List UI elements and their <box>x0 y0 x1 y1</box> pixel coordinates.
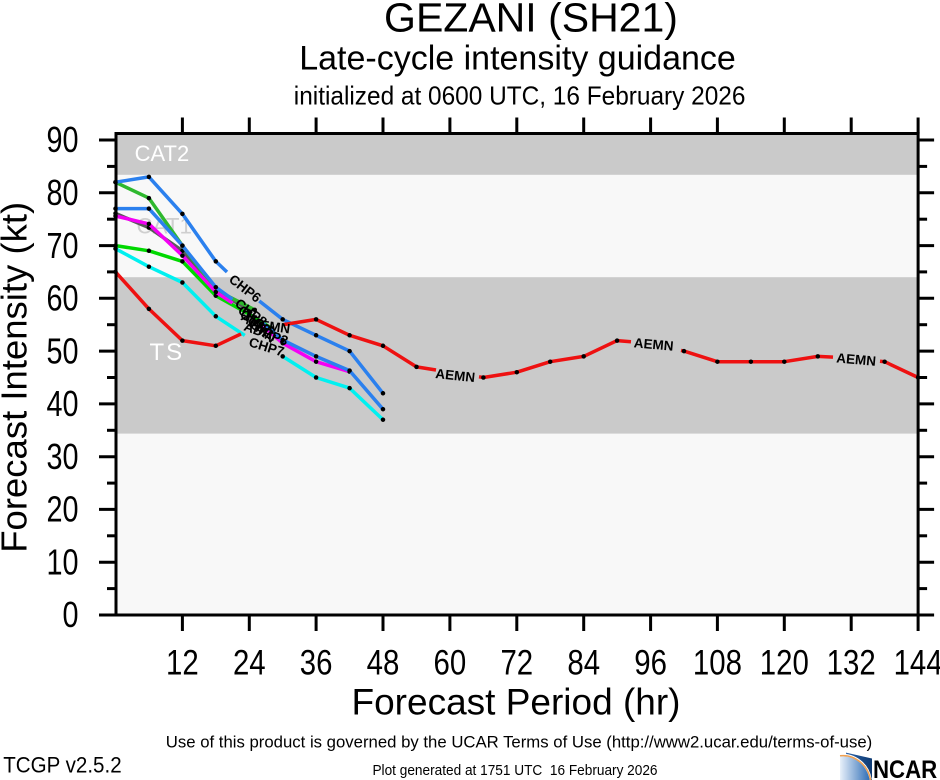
svg-text:40: 40 <box>46 383 78 424</box>
svg-text:AEMN: AEMN <box>435 366 476 385</box>
svg-text:48: 48 <box>367 643 400 682</box>
svg-text:Forecast Intensity (kt): Forecast Intensity (kt) <box>0 202 35 553</box>
svg-text:Late-cycle intensity guidance: Late-cycle intensity guidance <box>299 39 736 77</box>
svg-text:50: 50 <box>46 330 78 371</box>
svg-text:80: 80 <box>46 172 78 213</box>
svg-text:TS: TS <box>150 339 185 366</box>
svg-text:CAT2: CAT2 <box>135 141 190 166</box>
svg-text:72: 72 <box>500 643 533 682</box>
svg-text:Use of this product is governe: Use of this product is governed by the U… <box>166 732 872 751</box>
svg-text:108: 108 <box>693 643 742 682</box>
svg-text:60: 60 <box>46 277 78 318</box>
svg-text:30: 30 <box>46 436 78 477</box>
svg-text:GEZANI (SH21): GEZANI (SH21) <box>384 0 678 41</box>
svg-text:Forecast Period (hr): Forecast Period (hr) <box>352 682 681 723</box>
svg-text:132: 132 <box>827 643 876 682</box>
svg-text:84: 84 <box>567 643 600 682</box>
svg-text:90: 90 <box>46 119 78 160</box>
svg-text:10: 10 <box>46 541 78 582</box>
svg-text:0: 0 <box>62 594 78 635</box>
svg-text:120: 120 <box>760 643 809 682</box>
svg-text:AEMN: AEMN <box>250 316 291 336</box>
svg-text:70: 70 <box>46 225 78 266</box>
svg-text:12: 12 <box>166 643 199 682</box>
svg-text:AEMN: AEMN <box>633 335 674 353</box>
svg-text:TCGP v2.5.2: TCGP v2.5.2 <box>3 753 121 778</box>
svg-text:NCAR: NCAR <box>873 757 937 780</box>
svg-text:144: 144 <box>894 643 940 682</box>
svg-text:24: 24 <box>233 643 266 682</box>
svg-text:AEMN: AEMN <box>836 350 877 368</box>
svg-text:20: 20 <box>46 488 78 529</box>
svg-text:60: 60 <box>434 643 467 682</box>
svg-text:96: 96 <box>634 643 667 682</box>
svg-text:Plot generated at 1751 UTC 16: Plot generated at 1751 UTC 16 February 2… <box>372 763 657 780</box>
svg-text:initialized at 0600 UTC, 16 Fe: initialized at 0600 UTC, 16 February 202… <box>294 82 746 111</box>
svg-text:36: 36 <box>300 643 333 682</box>
